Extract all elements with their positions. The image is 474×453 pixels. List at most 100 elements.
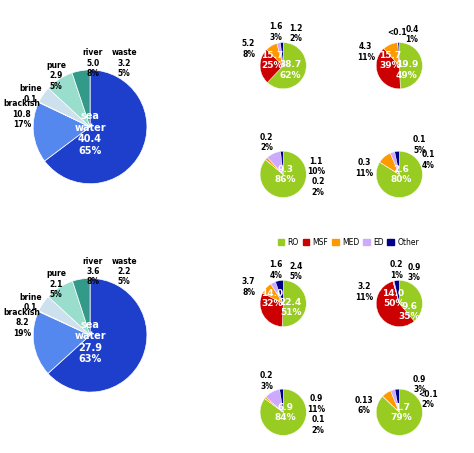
Wedge shape: [398, 43, 399, 66]
Wedge shape: [38, 311, 90, 335]
Text: 22.4
51%: 22.4 51%: [280, 298, 302, 318]
Text: sea
water
27.9
63%: sea water 27.9 63%: [74, 320, 106, 365]
Wedge shape: [383, 391, 399, 412]
Wedge shape: [398, 43, 400, 66]
Wedge shape: [33, 102, 90, 161]
Wedge shape: [39, 88, 90, 127]
Text: <0.1: <0.1: [388, 28, 407, 37]
Text: 0.2
1%: 0.2 1%: [390, 260, 403, 280]
Text: 0.2
2%: 0.2 2%: [260, 133, 273, 152]
Wedge shape: [266, 390, 283, 412]
Wedge shape: [266, 43, 283, 66]
Wedge shape: [395, 151, 400, 174]
Wedge shape: [260, 50, 283, 82]
Wedge shape: [383, 396, 399, 412]
Text: 0.4
1%: 0.4 1%: [405, 25, 419, 44]
Wedge shape: [281, 43, 283, 66]
Wedge shape: [399, 43, 422, 89]
Text: 19.9
49%: 19.9 49%: [395, 60, 418, 80]
Text: 15.7
25%: 15.7 25%: [261, 51, 283, 70]
Wedge shape: [384, 43, 399, 66]
Wedge shape: [264, 399, 283, 412]
Wedge shape: [267, 151, 283, 174]
Text: 6.9
84%: 6.9 84%: [275, 403, 296, 422]
Text: 0.3
11%: 0.3 11%: [355, 158, 374, 178]
Wedge shape: [48, 278, 147, 392]
Text: 1.6
4%: 1.6 4%: [269, 260, 283, 280]
Text: pure
2.1
5%: pure 2.1 5%: [46, 269, 66, 299]
Text: 1.1
10%: 1.1 10%: [307, 157, 325, 176]
Wedge shape: [72, 70, 90, 127]
Wedge shape: [48, 73, 90, 127]
Wedge shape: [394, 280, 400, 304]
Text: 0.2
3%: 0.2 3%: [260, 371, 273, 391]
Wedge shape: [260, 293, 283, 327]
Wedge shape: [393, 281, 399, 304]
Text: brine
0.1: brine 0.1: [19, 84, 42, 104]
Text: brackish
10.8
17%: brackish 10.8 17%: [3, 99, 40, 129]
Text: 9.3
86%: 9.3 86%: [275, 165, 296, 184]
Text: pure
2.9
5%: pure 2.9 5%: [46, 61, 66, 91]
Wedge shape: [39, 297, 90, 335]
Text: waste
3.2
5%: waste 3.2 5%: [111, 48, 137, 78]
Text: 15.7
39%: 15.7 39%: [379, 51, 401, 70]
Wedge shape: [376, 389, 422, 435]
Wedge shape: [380, 153, 399, 174]
Wedge shape: [33, 312, 90, 373]
Wedge shape: [264, 397, 283, 412]
Text: 14.0
50%: 14.0 50%: [383, 289, 405, 308]
Wedge shape: [282, 280, 306, 327]
Text: 0.9
3%: 0.9 3%: [413, 375, 427, 394]
Wedge shape: [280, 389, 283, 412]
Wedge shape: [391, 390, 399, 412]
Wedge shape: [45, 70, 147, 184]
Wedge shape: [275, 280, 283, 304]
Wedge shape: [376, 48, 401, 89]
Text: 0.1
4%: 0.1 4%: [421, 150, 435, 170]
Text: 0.2
2%: 0.2 2%: [311, 178, 325, 197]
Text: 4.3
11%: 4.3 11%: [357, 42, 375, 62]
Text: 2.4
5%: 2.4 5%: [289, 262, 302, 281]
Text: brine
0.1: brine 0.1: [19, 293, 42, 312]
Text: 0.9
3%: 0.9 3%: [408, 263, 421, 282]
Wedge shape: [48, 281, 90, 335]
Text: 5.2
8%: 5.2 8%: [242, 39, 255, 59]
Text: waste
2.2
5%: waste 2.2 5%: [111, 256, 137, 286]
Wedge shape: [399, 280, 422, 321]
Wedge shape: [73, 278, 90, 335]
Text: 14.0
32%: 14.0 32%: [261, 289, 283, 308]
Text: 38.7
62%: 38.7 62%: [280, 60, 302, 80]
Text: <0.1
2%: <0.1 2%: [419, 390, 438, 409]
Wedge shape: [271, 282, 283, 304]
Wedge shape: [260, 389, 306, 435]
Wedge shape: [267, 43, 306, 89]
Text: 0.1
5%: 0.1 5%: [413, 135, 427, 154]
Wedge shape: [265, 159, 283, 174]
Text: 1.7
79%: 1.7 79%: [391, 403, 412, 422]
Text: 3.7
8%: 3.7 8%: [242, 277, 255, 297]
Wedge shape: [395, 389, 400, 412]
Wedge shape: [281, 151, 283, 174]
Wedge shape: [39, 102, 90, 127]
Wedge shape: [380, 162, 399, 174]
Text: 0.13
6%: 0.13 6%: [355, 396, 374, 415]
Wedge shape: [277, 43, 283, 66]
Text: 0.9
11%: 0.9 11%: [307, 395, 325, 414]
Text: 1.6
3%: 1.6 3%: [269, 23, 283, 42]
Wedge shape: [265, 158, 283, 174]
Text: 0.1
2%: 0.1 2%: [311, 415, 325, 434]
Legend: RO, MSF, MED, ED, Other: RO, MSF, MED, ED, Other: [274, 235, 422, 250]
Text: 2.6
80%: 2.6 80%: [391, 165, 412, 184]
Wedge shape: [393, 281, 399, 304]
Text: river
5.0
8%: river 5.0 8%: [83, 48, 103, 78]
Wedge shape: [263, 284, 283, 304]
Text: 1.2
2%: 1.2 2%: [289, 24, 302, 43]
Wedge shape: [260, 151, 306, 198]
Wedge shape: [376, 281, 414, 327]
Wedge shape: [390, 152, 399, 174]
Text: 9.6
35%: 9.6 35%: [398, 302, 420, 321]
Text: river
3.6
8%: river 3.6 8%: [83, 256, 103, 286]
Text: 3.2
11%: 3.2 11%: [355, 282, 374, 302]
Text: sea
water
40.4
65%: sea water 40.4 65%: [74, 111, 106, 156]
Wedge shape: [376, 151, 422, 198]
